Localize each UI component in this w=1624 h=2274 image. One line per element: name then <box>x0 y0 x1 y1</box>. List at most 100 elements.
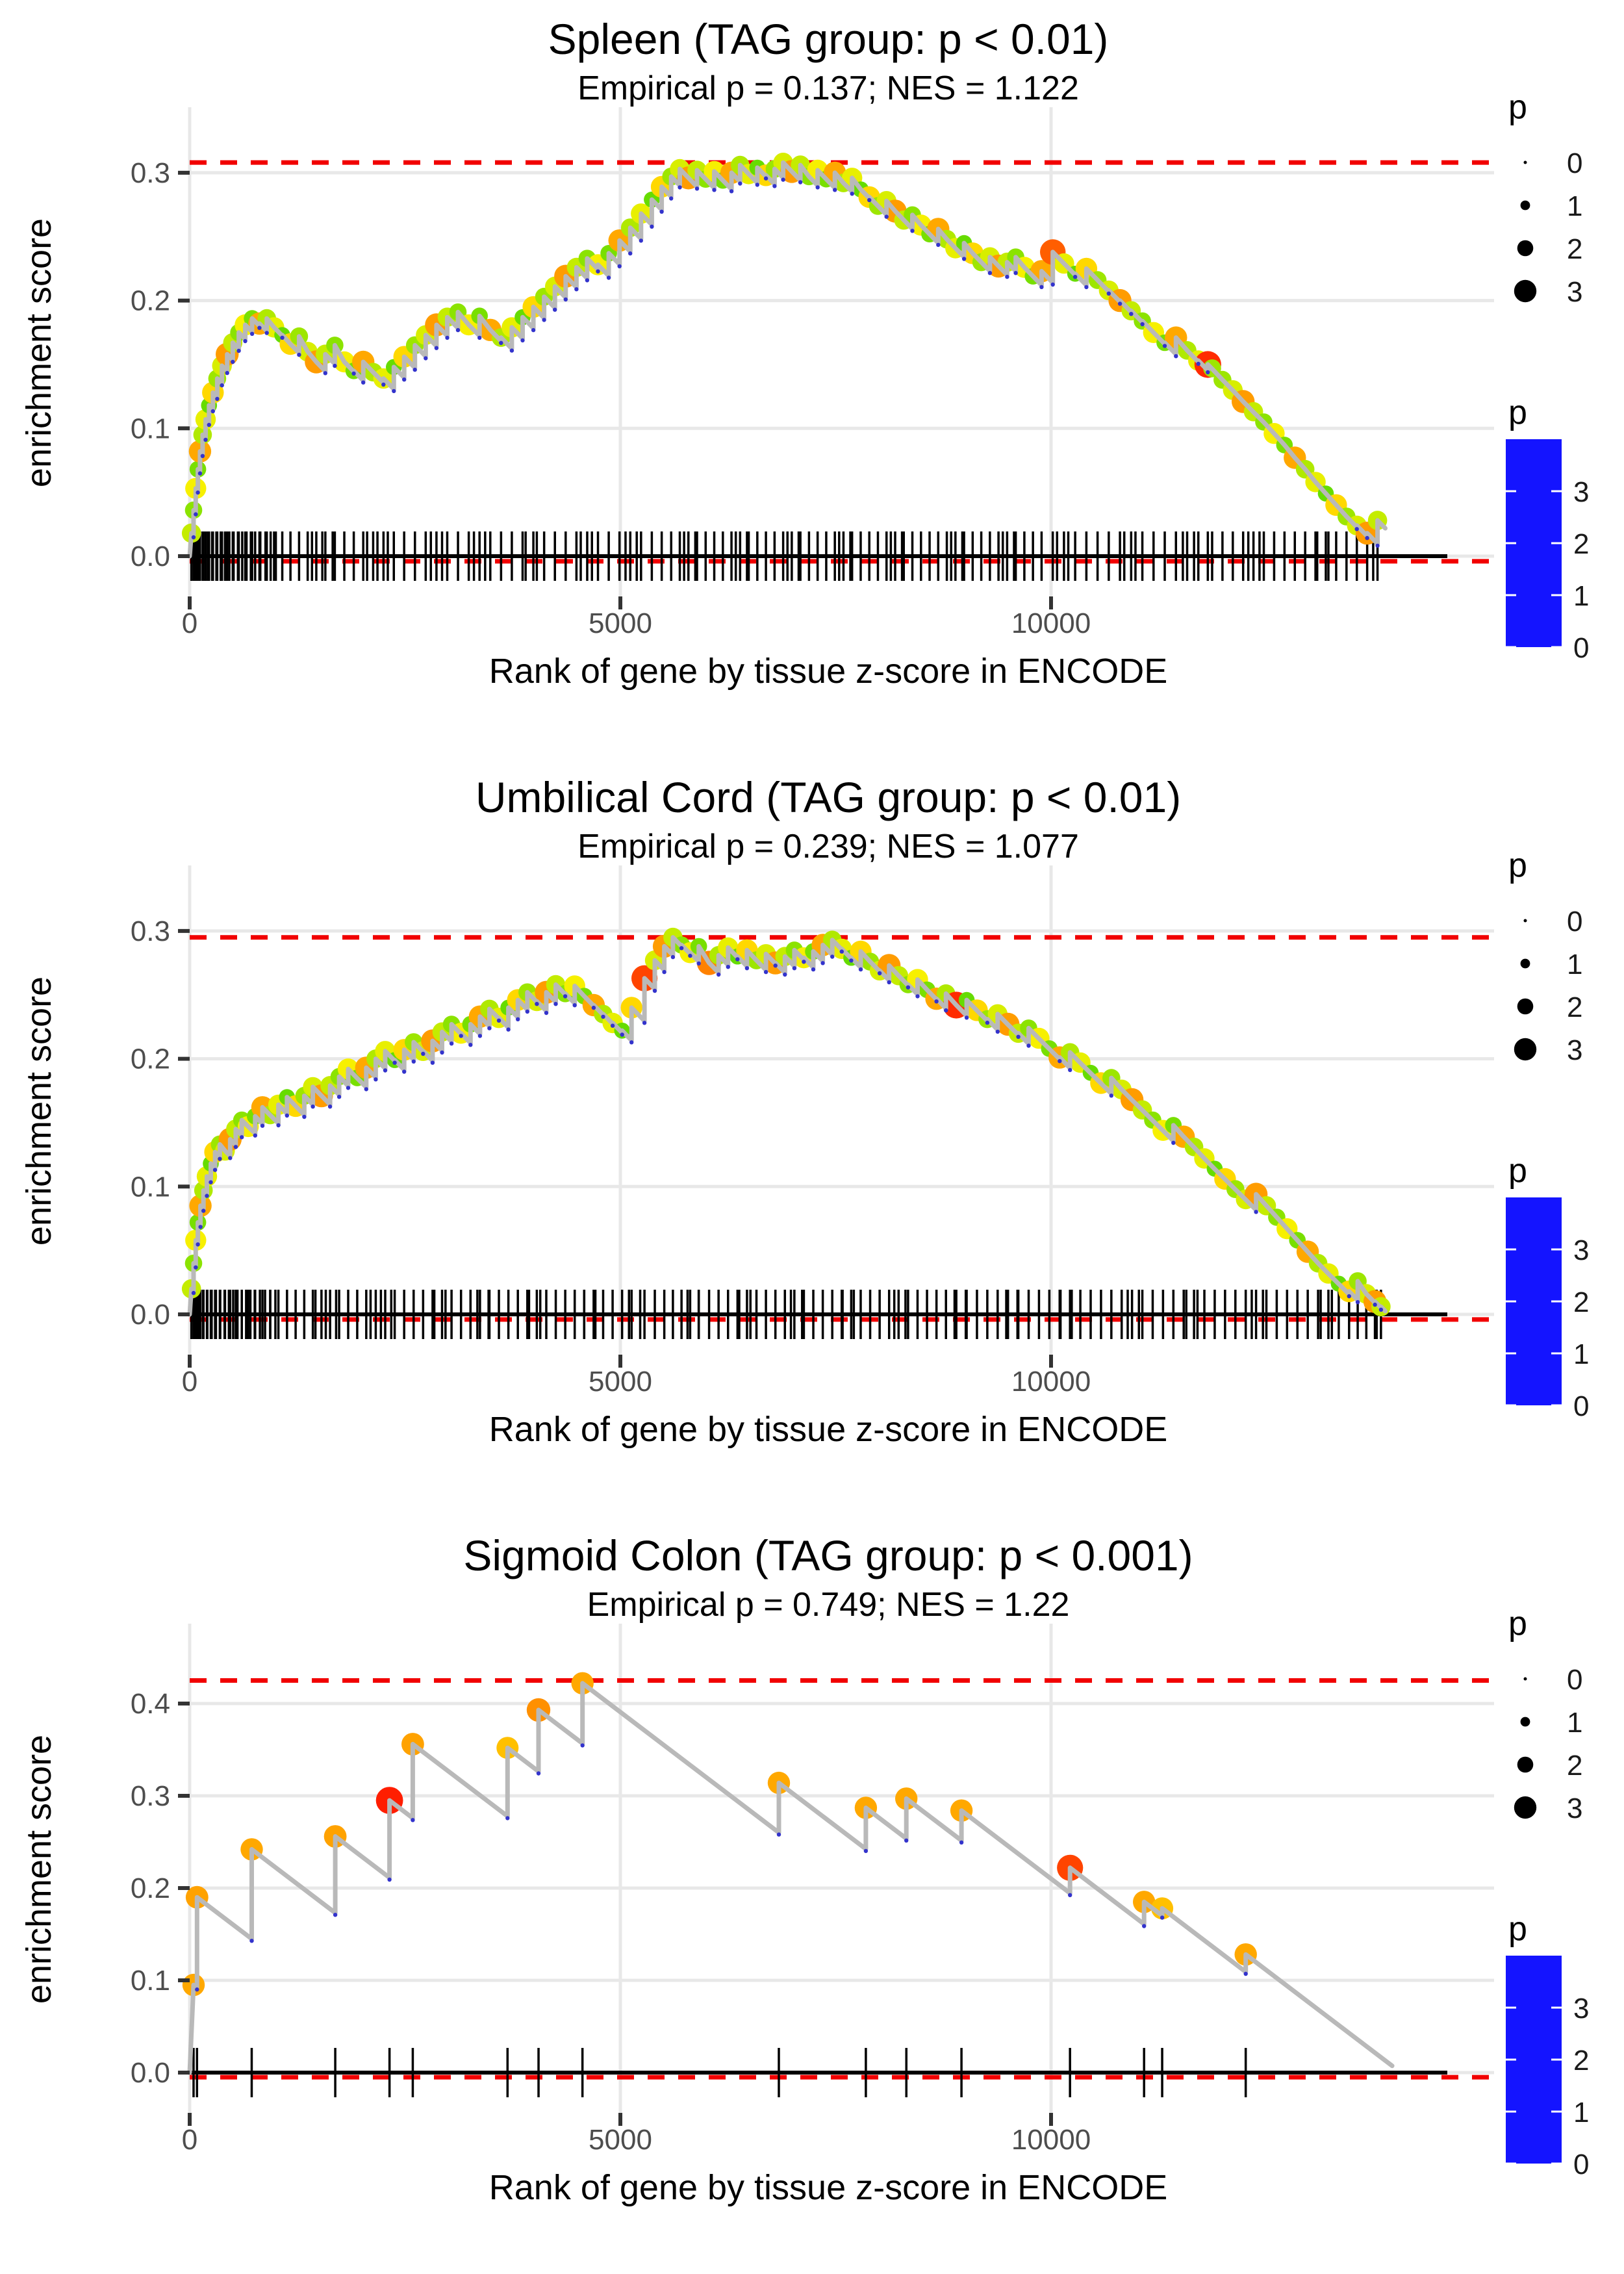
trough-dot <box>944 1008 948 1013</box>
trough-dot <box>253 1133 257 1138</box>
trough-dot <box>387 1877 392 1882</box>
trough-dot <box>220 383 224 388</box>
trough-dot <box>915 994 920 999</box>
trough-dot <box>323 371 327 376</box>
trough-dot <box>212 1168 218 1172</box>
trough-dot <box>628 251 633 256</box>
trough-dot <box>717 972 721 977</box>
enrichment-plot: 0.0 0.1 0.2 0.3 0 5000 10000 p 0 1 2 3 p 0 1 2 3 <box>131 88 1590 664</box>
trough-dot <box>563 994 568 999</box>
trough-dot <box>659 209 664 214</box>
trough-dot <box>798 180 803 185</box>
trough-dot <box>591 1005 596 1010</box>
enrichment-plot: 0.0 0.1 0.2 0.3 0.4 0 5000 10000 p 0 1 2 3 p 0 1 2 3 <box>131 1605 1590 2180</box>
trough-dot <box>333 363 337 368</box>
trough-dot <box>744 966 750 971</box>
trough-dot <box>1050 282 1055 287</box>
trough-dot <box>499 340 503 345</box>
size-legend-dot <box>1517 1756 1534 1773</box>
trough-dot <box>430 1060 435 1065</box>
trough-dot <box>496 1018 501 1023</box>
trough-dot <box>773 964 778 968</box>
trough-dot <box>553 307 557 312</box>
trough-dot <box>783 972 787 977</box>
size-legend: p 0 1 2 3 <box>1508 847 1582 1066</box>
panel-title: Umbilical Cord (TAG group: p < 0.01) <box>475 773 1182 821</box>
trough-dot <box>434 346 439 350</box>
trough-dot <box>402 1069 407 1074</box>
trough-dot <box>302 1114 307 1119</box>
trough-dot <box>383 1068 388 1073</box>
trough-dot <box>210 409 215 414</box>
size-legend-label: 2 <box>1567 1750 1582 1782</box>
y-tick-label: 0.3 <box>131 157 170 189</box>
panel-umbilical-cord: Umbilical Cord (TAG group: p < 0.01) Emp… <box>0 758 1624 1516</box>
trough-dot <box>574 287 579 292</box>
trough-dot <box>205 1194 209 1198</box>
trough-dot <box>525 1009 529 1014</box>
trough-dot <box>544 1010 549 1016</box>
trough-dot <box>776 1832 781 1837</box>
trough-dot <box>650 224 654 229</box>
x-tick-label: 10000 <box>1011 1366 1091 1398</box>
size-legend-label: 0 <box>1567 906 1582 938</box>
panel-sigmoid-colon: Sigmoid Colon (TAG group: p < 0.001) Emp… <box>0 1516 1624 2274</box>
size-legend-label: 1 <box>1567 1707 1582 1739</box>
trough-dot <box>445 335 450 340</box>
trough-dot <box>1140 322 1145 327</box>
trough-dot <box>1068 1067 1072 1073</box>
trough-dot <box>934 999 939 1004</box>
trough-dot <box>336 1095 342 1099</box>
x-axis-title: Rank of gene by tissue z-score in ENCODE <box>488 2168 1168 2207</box>
trough-dot <box>285 1113 289 1118</box>
y-tick-label: 0.2 <box>131 1043 170 1075</box>
trough-dot <box>542 318 546 322</box>
color-legend-title: p <box>1508 394 1527 431</box>
trough-dot <box>617 264 622 268</box>
size-legend-dot <box>1514 279 1537 303</box>
y-tick-label: 0.3 <box>131 1780 170 1812</box>
y-tick-label: 0.0 <box>131 541 170 572</box>
trough-dot <box>236 348 241 353</box>
x-tick-label: 5000 <box>589 607 652 639</box>
size-legend-dot <box>1523 919 1527 923</box>
es-curve <box>187 1681 1395 2075</box>
trough-dot <box>858 967 863 972</box>
x-tick-label: 10000 <box>1011 2124 1091 2156</box>
trough-dot <box>459 1034 463 1038</box>
trough-dot <box>887 980 891 984</box>
trough-dot <box>884 214 889 219</box>
size-legend: p 0 1 2 3 <box>1508 88 1582 308</box>
trough-dot <box>411 1059 416 1064</box>
trough-dot <box>392 1060 397 1065</box>
trough-dot <box>1109 1093 1114 1098</box>
color-legend-label: 1 <box>1573 1338 1589 1370</box>
color-legend-label: 2 <box>1573 2045 1589 2076</box>
color-legend: p 0 1 2 3 <box>1506 1910 1589 2180</box>
color-legend-label: 3 <box>1573 476 1589 508</box>
color-legend-label: 0 <box>1573 2149 1589 2180</box>
trough-dot <box>763 176 768 181</box>
trough-dot <box>961 257 967 261</box>
trough-dot <box>249 1939 254 1943</box>
trough-dot <box>197 471 203 476</box>
trough-dot <box>906 985 911 990</box>
trough-dot <box>195 1987 199 1992</box>
size-legend-dot <box>1514 1038 1537 1061</box>
trough-dot <box>280 335 285 340</box>
color-legend-label: 2 <box>1573 1286 1589 1318</box>
x-axis-title: Rank of gene by tissue z-score in ENCODE <box>488 1410 1168 1449</box>
trough-dot <box>276 1123 281 1128</box>
size-legend-title: p <box>1508 88 1527 126</box>
trough-dot <box>346 1086 351 1090</box>
trough-dot <box>936 242 941 248</box>
trough-dot <box>811 967 816 972</box>
panel-subtitle: Empirical p = 0.239; NES = 1.077 <box>577 828 1079 865</box>
color-legend-label: 2 <box>1573 528 1589 560</box>
trough-dot <box>374 1077 378 1082</box>
color-legend-label: 0 <box>1573 632 1589 664</box>
trough-dot <box>477 1034 483 1038</box>
trough-dot <box>1013 271 1018 275</box>
size-legend-dot <box>1520 1717 1530 1727</box>
